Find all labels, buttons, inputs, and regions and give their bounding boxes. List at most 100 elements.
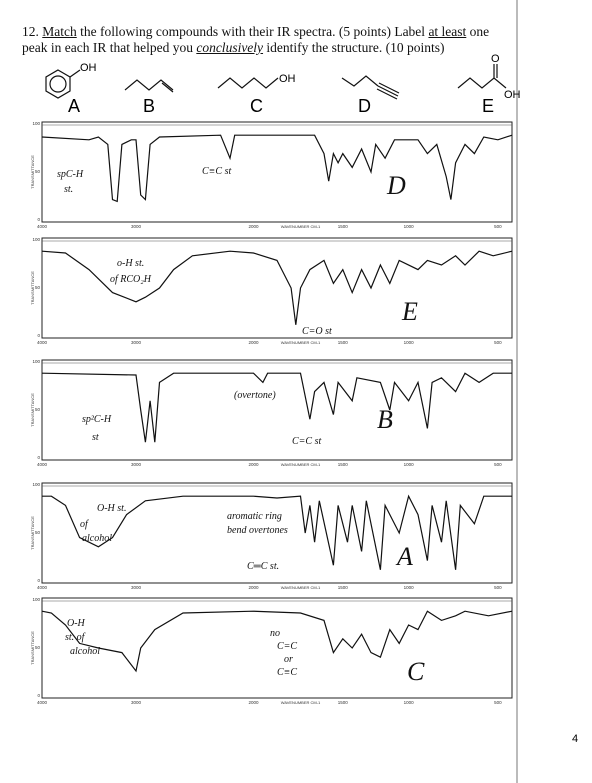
annotation: no <box>270 628 280 639</box>
y-tick-label: 50 <box>35 645 41 650</box>
y-axis-label: TRANSMITTANCE <box>30 516 35 550</box>
y-tick-label: 0 <box>37 578 40 583</box>
x-tick-label: 2000 <box>248 340 259 345</box>
annotation: alcohol <box>82 533 112 544</box>
answer-letter: C <box>407 657 425 686</box>
x-tick-label: 4000 <box>37 340 48 345</box>
answer-letter: E <box>401 297 418 326</box>
annotation: C═C st. <box>247 561 279 572</box>
answer-letter: D <box>386 171 406 200</box>
annotation: C=C <box>277 641 297 652</box>
q-text: identify the structure. (10 points) <box>263 40 445 55</box>
y-tick-label: 50 <box>35 530 41 535</box>
x-axis-label: WAVENUMBER CM-1 <box>281 340 321 345</box>
page-number: 4 <box>572 733 578 745</box>
x-tick-label: 4000 <box>37 224 48 229</box>
x-tick-label: 500 <box>494 462 502 467</box>
x-tick-label: 1000 <box>404 340 415 345</box>
annotation: C=C st <box>292 436 321 447</box>
answer-letter: B <box>377 405 393 434</box>
annotation: of <box>80 519 89 530</box>
structures <box>45 64 507 100</box>
y-tick-label: 100 <box>32 597 40 602</box>
x-tick-label: 500 <box>494 224 502 229</box>
x-tick-label: 1000 <box>404 585 415 590</box>
annotation: (overtone) <box>234 390 276 401</box>
annotation: st. of <box>65 632 86 643</box>
y-tick-label: 50 <box>35 169 41 174</box>
annotation: C=O st <box>302 326 332 337</box>
compound-label: A <box>68 96 80 116</box>
y-tick-label: 50 <box>35 407 41 412</box>
atom-label: OH <box>279 73 296 85</box>
spectrum-frame <box>41 597 513 699</box>
x-tick-label: 1500 <box>338 462 349 467</box>
q-number: 12. <box>22 24 43 39</box>
annotation: sp²C-H <box>82 414 112 425</box>
x-tick-label: 2000 <box>248 585 259 590</box>
y-tick-label: 0 <box>37 333 40 338</box>
spectrum-frame <box>41 482 513 584</box>
q-text: one peak in each IR that helped you <box>22 24 490 55</box>
y-axis-label: TRANSMITTANCE <box>30 393 35 427</box>
annotation: alcohol <box>70 646 100 657</box>
q-text: at least <box>428 24 467 39</box>
x-tick-label: 2000 <box>248 700 259 705</box>
annotation: aromatic ring <box>227 511 282 522</box>
y-axis-label: TRANSMITTANCE <box>30 155 35 189</box>
annotation: bend overtones <box>227 525 288 536</box>
x-tick-label: 2000 <box>248 224 259 229</box>
answer-letter: A <box>395 542 413 571</box>
x-tick-label: 1000 <box>404 462 415 467</box>
x-tick-label: 1000 <box>404 700 415 705</box>
atom-label: OH <box>504 89 521 101</box>
x-tick-label: 500 <box>494 585 502 590</box>
x-tick-label: 1500 <box>338 700 349 705</box>
atom-label: OH <box>80 62 97 74</box>
annotation: o-H st. <box>117 258 144 269</box>
q-text: conclusively <box>196 40 264 55</box>
x-tick-label: 3000 <box>131 585 142 590</box>
annotation: of RCO₂H <box>110 274 152 285</box>
y-tick-label: 100 <box>32 121 40 126</box>
question: 12. Match the following compounds with t… <box>22 24 512 56</box>
x-tick-label: 1500 <box>338 340 349 345</box>
x-axis-label: WAVENUMBER CM-1 <box>281 224 321 229</box>
annotation: C≡C st <box>202 166 231 177</box>
spectrum-trace <box>42 494 512 570</box>
x-tick-label: 3000 <box>131 700 142 705</box>
y-axis-label: TRANSMITTANCE <box>30 631 35 665</box>
y-tick-label: 0 <box>37 693 40 698</box>
x-tick-label: 1000 <box>404 224 415 229</box>
annotation: or <box>284 654 293 665</box>
x-tick-label: 1500 <box>338 224 349 229</box>
x-tick-label: 3000 <box>131 462 142 467</box>
annotation: st. <box>64 184 73 195</box>
spectrum-trace <box>41 250 513 325</box>
x-axis-label: WAVENUMBER CM-1 <box>281 462 321 467</box>
y-tick-label: 50 <box>35 285 41 290</box>
q-text: the following compounds with their IR sp… <box>76 24 429 39</box>
spectrum-frame <box>41 121 513 223</box>
y-tick-label: 0 <box>37 455 40 460</box>
y-tick-label: 100 <box>32 482 40 487</box>
x-axis-label: WAVENUMBER CM-1 <box>281 700 321 705</box>
x-tick-label: 1500 <box>338 585 349 590</box>
annotation: O-H <box>67 618 86 629</box>
annotation: spC-H <box>57 169 84 180</box>
x-tick-label: 500 <box>494 700 502 705</box>
y-axis-label: TRANSMITTANCE <box>30 271 35 305</box>
spectrum-trace <box>41 610 513 673</box>
annotation: st <box>92 432 99 443</box>
y-tick-label: 100 <box>32 359 40 364</box>
y-tick-label: 0 <box>37 217 40 222</box>
spectrum-trace <box>41 134 513 203</box>
spectrum-frame <box>41 359 513 461</box>
x-tick-label: 4000 <box>37 700 48 705</box>
compound-label: B <box>143 96 155 116</box>
compound-label: C <box>250 96 263 116</box>
annotation: C≡C <box>277 667 297 678</box>
x-tick-label: 3000 <box>131 224 142 229</box>
x-tick-label: 3000 <box>131 340 142 345</box>
